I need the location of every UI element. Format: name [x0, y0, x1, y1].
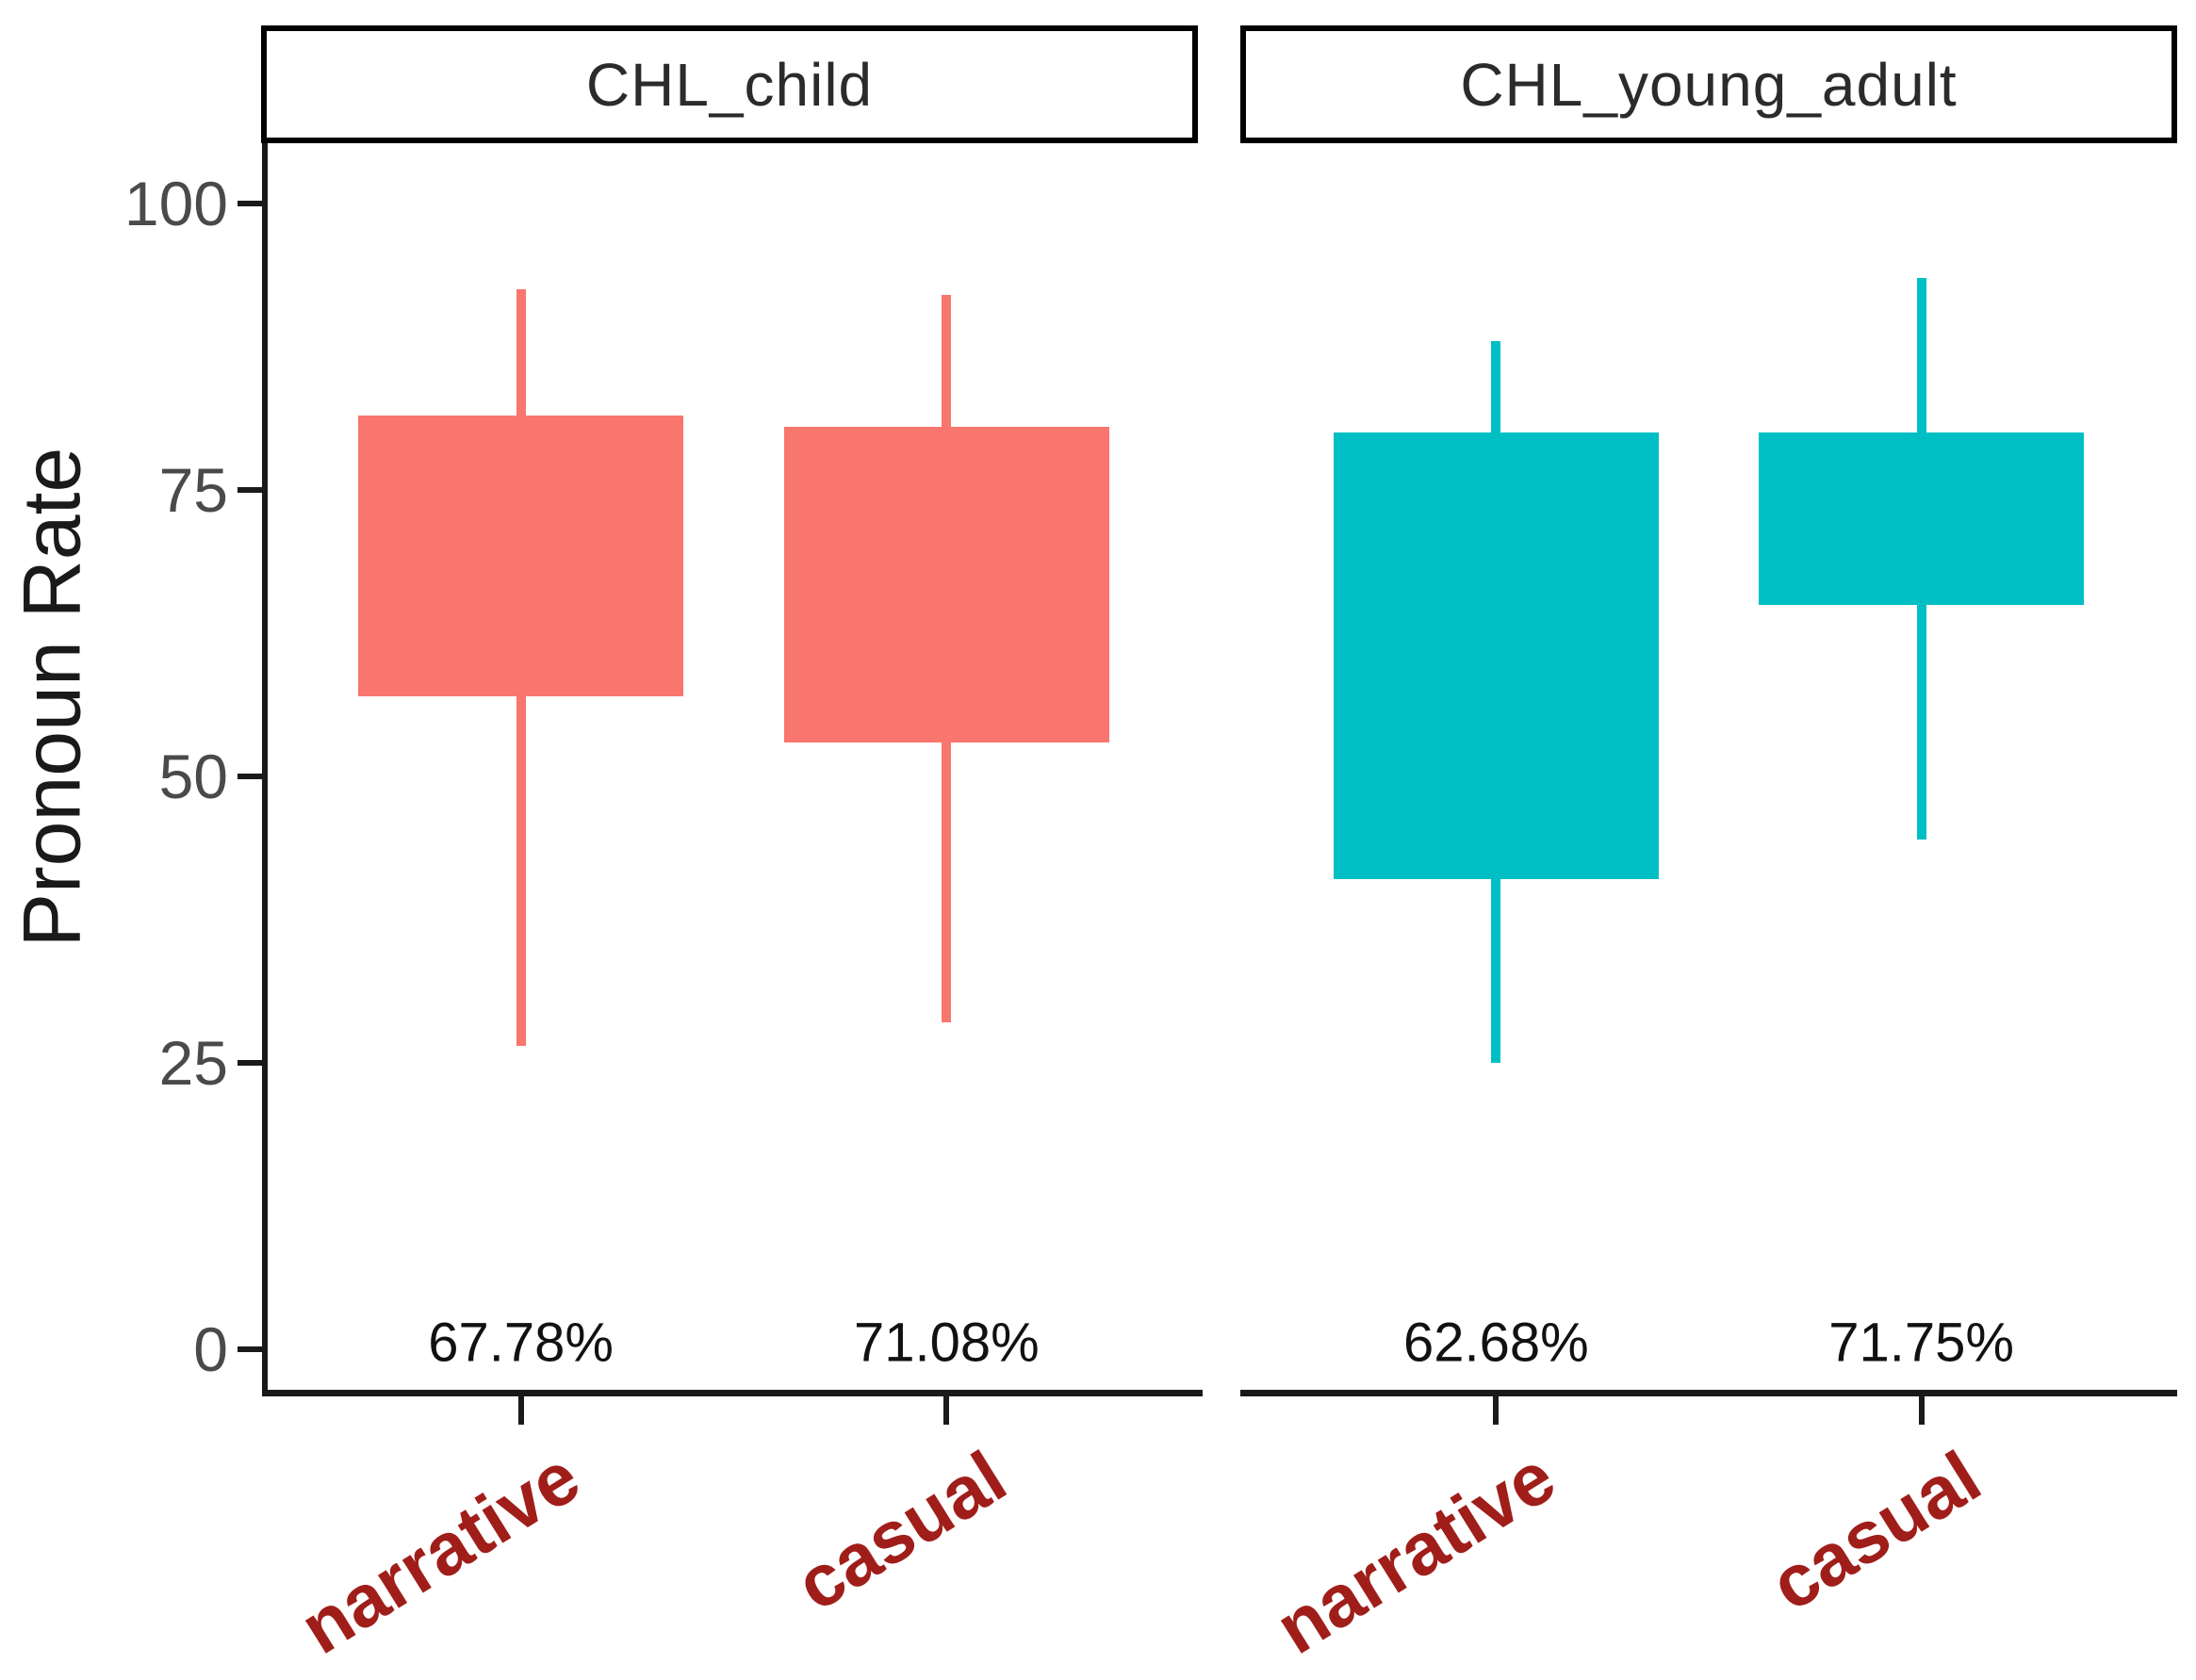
x-axis-line-chl-child — [265, 1390, 1203, 1396]
mean-label-chl-child-narrative: 67.78% — [428, 1312, 614, 1374]
y-tick — [238, 1346, 265, 1352]
y-tick — [238, 1060, 265, 1066]
y-tick — [238, 774, 265, 779]
box-chl-young-adult-casual — [1759, 432, 2085, 605]
x-tick-label-chl-child-narrative: narrative — [286, 1434, 594, 1671]
x-tick-chl-child-casual — [943, 1396, 950, 1425]
y-tick-label: 0 — [193, 1314, 228, 1384]
y-tick-label: 50 — [158, 742, 228, 811]
mean-label-chl-child-casual: 71.08% — [854, 1312, 1040, 1374]
x-tick-label-chl-child-casual: casual — [780, 1434, 1020, 1627]
y-tick-label: 25 — [158, 1028, 228, 1098]
y-axis-title: Pronoun Rate — [7, 447, 98, 948]
x-tick-chl-young-adult-narrative — [1493, 1396, 1500, 1425]
facet-strip-label: CHL_young_adult — [1460, 50, 1958, 119]
facet-strip-chl-young-adult: CHL_young_adult — [1240, 25, 2177, 143]
x-axis-line-chl-young-adult — [1240, 1390, 2177, 1396]
box-chl-child-narrative — [358, 415, 684, 696]
x-tick-label-chl-young-adult-narrative: narrative — [1261, 1434, 1569, 1671]
y-tick-label: 100 — [123, 169, 228, 238]
mean-label-chl-young-adult-casual: 71.75% — [1828, 1312, 2014, 1374]
y-tick — [238, 201, 265, 206]
x-tick-label-chl-young-adult-casual: casual — [1756, 1434, 1994, 1627]
box-chl-child-casual — [783, 427, 1109, 742]
x-tick-chl-child-narrative — [517, 1396, 524, 1425]
box-chl-young-adult-narrative — [1333, 432, 1659, 880]
y-tick-label: 75 — [158, 455, 228, 525]
y-tick — [238, 487, 265, 493]
y-axis-line — [262, 143, 268, 1396]
x-tick-chl-young-adult-casual — [1918, 1396, 1925, 1425]
mean-label-chl-young-adult-narrative: 62.68% — [1403, 1312, 1589, 1374]
facet-strip-label: CHL_child — [585, 50, 874, 119]
facet-strip-chl-child: CHL_child — [261, 25, 1198, 143]
